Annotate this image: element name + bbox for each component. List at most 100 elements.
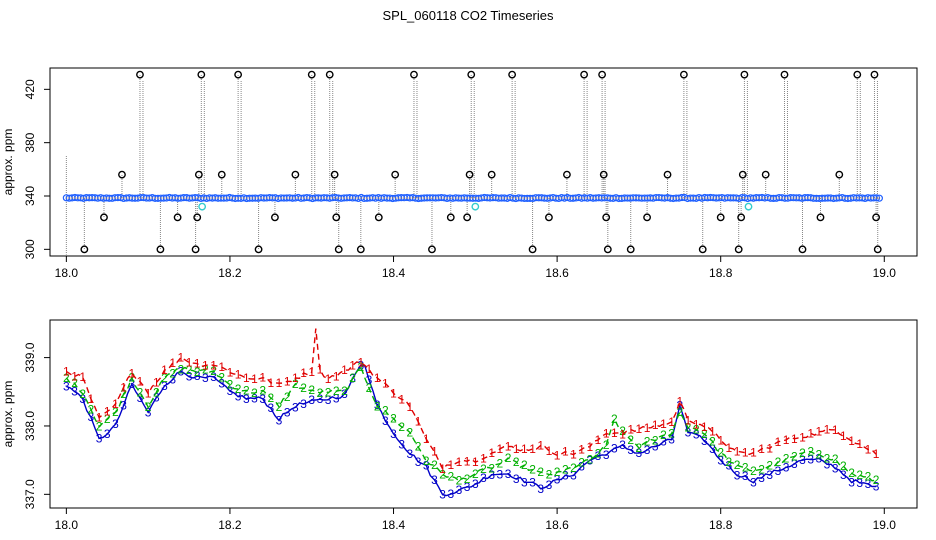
series-3-marker: 3 bbox=[317, 392, 324, 406]
series-1-marker: 1 bbox=[71, 370, 78, 384]
series-2-marker: 2 bbox=[636, 441, 643, 455]
series-1-marker: 1 bbox=[325, 372, 332, 386]
top-spike-point bbox=[598, 70, 606, 79]
series-2-marker: 2 bbox=[537, 465, 544, 479]
top-spike-point bbox=[716, 213, 725, 222]
series-1-marker: 1 bbox=[480, 452, 487, 466]
series-1-marker: 1 bbox=[832, 423, 839, 437]
series-3-marker: 3 bbox=[398, 437, 405, 451]
series-2-marker: 2 bbox=[619, 424, 626, 438]
series-3-marker: 3 bbox=[267, 401, 274, 415]
series-3-marker: 3 bbox=[186, 370, 193, 384]
series-2-marker: 2 bbox=[750, 464, 757, 478]
series-1-line bbox=[66, 328, 877, 471]
top-spike-point bbox=[100, 213, 108, 222]
top-flagged-point bbox=[744, 202, 753, 211]
series-2-marker: 2 bbox=[218, 371, 225, 385]
top-spike-point bbox=[463, 213, 472, 222]
top-x-tick-label: 19.0 bbox=[873, 266, 897, 280]
series-2-marker: 2 bbox=[398, 420, 405, 434]
series-3-marker: 3 bbox=[554, 472, 561, 486]
bottom-y-tick-label: 338.0 bbox=[23, 411, 37, 441]
series-2-marker: 2 bbox=[357, 360, 364, 374]
series-1-marker: 1 bbox=[447, 458, 454, 472]
series-3-marker: 3 bbox=[775, 464, 782, 478]
series-2-marker: 2 bbox=[546, 467, 553, 481]
top-y-tick-label: 420 bbox=[23, 79, 37, 99]
series-3-marker: 3 bbox=[120, 399, 127, 413]
series-3-marker: 3 bbox=[832, 462, 839, 476]
series-1-marker: 1 bbox=[513, 442, 520, 456]
series-3-marker: 3 bbox=[726, 459, 733, 473]
series-1-marker: 1 bbox=[382, 377, 389, 391]
series-3-marker: 3 bbox=[243, 392, 250, 406]
series-3-marker: 3 bbox=[562, 468, 569, 482]
series-2-marker: 2 bbox=[554, 465, 561, 479]
series-2-marker: 2 bbox=[210, 364, 217, 378]
series-1-marker: 1 bbox=[750, 446, 757, 460]
series-1-marker: 1 bbox=[153, 376, 160, 390]
series-1-marker: 1 bbox=[488, 446, 495, 460]
series-3-marker: 3 bbox=[407, 447, 414, 461]
bottom-x-tick-label: 18.6 bbox=[545, 518, 569, 532]
series-1-marker: 1 bbox=[816, 425, 823, 439]
bottom-x-tick-label: 18.4 bbox=[382, 518, 406, 532]
series-1-marker: 1 bbox=[349, 358, 356, 372]
series-3-marker: 3 bbox=[447, 487, 454, 501]
bottom-x-tick-label: 18.2 bbox=[218, 518, 242, 532]
bottom-x-tick-label: 19.0 bbox=[873, 518, 897, 532]
series-3-marker: 3 bbox=[137, 391, 144, 405]
series-2-marker: 2 bbox=[464, 472, 471, 486]
top-spike-point bbox=[156, 245, 165, 254]
top-spike-point bbox=[254, 245, 263, 254]
series-1-marker: 1 bbox=[799, 431, 806, 445]
series-2-marker: 2 bbox=[300, 381, 307, 395]
series-3-marker: 3 bbox=[145, 405, 152, 419]
series-3-marker: 3 bbox=[529, 475, 536, 489]
series-2-marker: 2 bbox=[178, 363, 185, 377]
series-3-marker: 3 bbox=[357, 358, 364, 372]
series-2-marker: 2 bbox=[382, 404, 389, 418]
series-2-marker: 2 bbox=[578, 456, 585, 470]
series-2-marker: 2 bbox=[791, 450, 798, 464]
series-1-marker: 1 bbox=[259, 371, 266, 385]
series-2-marker: 2 bbox=[341, 384, 348, 398]
series-1-marker: 1 bbox=[317, 363, 324, 377]
series-3-marker: 3 bbox=[128, 377, 135, 391]
series-1-marker: 1 bbox=[595, 433, 602, 447]
bottom-y-tick-label: 339.0 bbox=[23, 342, 37, 372]
series-3-marker: 3 bbox=[816, 451, 823, 465]
top-spike-point bbox=[118, 170, 126, 179]
series-3-marker: 3 bbox=[333, 392, 340, 406]
series-2-marker: 2 bbox=[758, 462, 765, 476]
series-3-marker: 3 bbox=[390, 427, 397, 441]
top-spike-point bbox=[872, 213, 881, 222]
top-spike-point bbox=[873, 245, 882, 254]
series-1-marker: 1 bbox=[210, 358, 217, 372]
series-1-marker: 1 bbox=[717, 433, 724, 447]
series-1-marker: 1 bbox=[709, 425, 716, 439]
series-1-marker: 1 bbox=[848, 434, 855, 448]
series-3-marker: 3 bbox=[439, 488, 446, 502]
series-1-marker: 1 bbox=[202, 359, 209, 373]
series-3-marker: 3 bbox=[676, 399, 683, 413]
series-3-marker: 3 bbox=[717, 453, 724, 467]
series-2-marker: 2 bbox=[488, 461, 495, 475]
bottom-panel-co2-series: 18.0 18.2 18.4 18.6 18.8 19.0 337.0 338.0 339.0 a… bbox=[1, 319, 918, 532]
series-1-marker: 1 bbox=[554, 448, 561, 462]
series-1-marker: 1 bbox=[521, 442, 528, 456]
top-spike-point bbox=[234, 70, 243, 79]
series-3-marker: 3 bbox=[415, 455, 422, 469]
series-2-marker: 2 bbox=[161, 371, 168, 385]
top-x-tick-label: 18.2 bbox=[218, 266, 242, 280]
series-2-marker: 2 bbox=[169, 366, 176, 380]
series-1-marker: 1 bbox=[276, 376, 283, 390]
series-2-marker: 2 bbox=[717, 446, 724, 460]
series-1-marker: 1 bbox=[341, 363, 348, 377]
series-3-marker: 3 bbox=[636, 446, 643, 460]
top-spike-point bbox=[853, 70, 862, 79]
top-spike-point bbox=[602, 213, 611, 222]
series-3-marker: 3 bbox=[456, 483, 463, 497]
series-3-marker: 3 bbox=[685, 426, 692, 440]
series-3-marker: 3 bbox=[537, 482, 544, 496]
